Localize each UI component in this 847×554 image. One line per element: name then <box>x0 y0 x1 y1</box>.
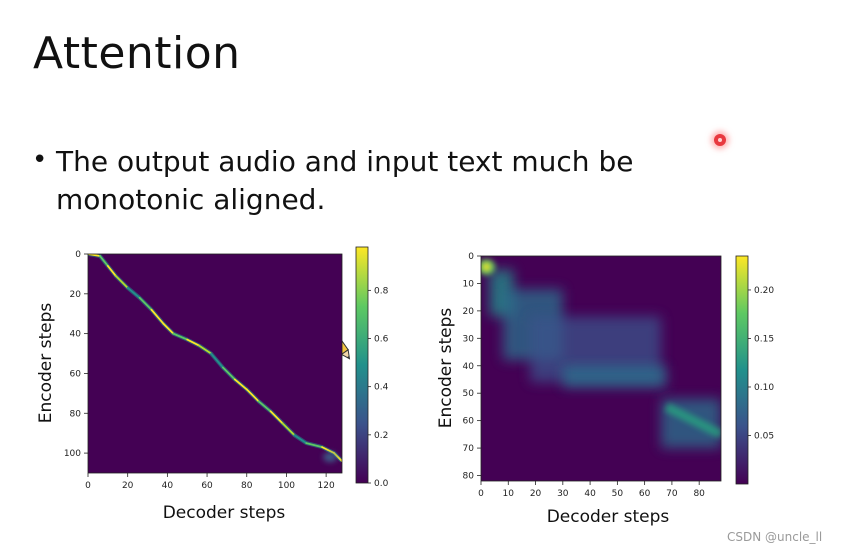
alignment-segment <box>99 255 109 267</box>
colorbar-tick-label: 0.6 <box>374 335 389 345</box>
bullet-symbol: • <box>32 145 48 175</box>
y-tick-label: 20 <box>70 290 82 300</box>
chart-left-attention-alignment: 0 20 40 60 80 100 120 0 20 40 60 80 100 0.0 0.2 0.4 0.6 0… <box>36 246 389 523</box>
chart-right-attention-diffuse: 0 10 20 30 40 50 60 70 80010203040506070800.050.… <box>436 252 774 527</box>
x-tick-label: 20 <box>122 481 134 491</box>
colorbar-tick-label: 0.4 <box>374 383 389 393</box>
x-tick-label: 80 <box>693 489 705 499</box>
heatmap-right-frame <box>480 255 722 482</box>
alignment-segment <box>245 388 260 403</box>
x-tick-label: 120 <box>318 481 335 491</box>
chart-right-ylabel: Encoder steps <box>436 308 456 429</box>
y-tick-label: 40 <box>70 330 82 340</box>
x-tick-label: 80 <box>241 481 253 491</box>
x-tick-label: 60 <box>201 481 213 491</box>
y-tick-label: 80 <box>463 472 475 482</box>
colorbar-tick-label: 0.0 <box>374 479 389 489</box>
heatmap-left-frame <box>87 253 343 474</box>
y-tick-label: 20 <box>463 307 475 317</box>
y-tick-label: 60 <box>463 417 475 427</box>
x-tick-label: 10 <box>503 489 515 499</box>
x-tick-label: 40 <box>584 489 596 499</box>
x-tick-label: 0 <box>478 489 484 499</box>
alignment-segment <box>222 366 236 381</box>
bullet-text: The output audio and input text much be … <box>56 143 676 219</box>
alignment-segment <box>269 410 284 425</box>
alignment-segment <box>172 332 189 341</box>
chart-left-ylabel: Encoder steps <box>36 303 56 424</box>
alignment-segment <box>186 338 201 347</box>
alignment-segment <box>114 275 129 289</box>
y-tick-label: 50 <box>463 389 475 399</box>
y-tick-label: 100 <box>64 449 81 459</box>
y-tick-label: 0 <box>75 250 81 260</box>
bullet-line-1: The output audio and input text much be <box>56 145 634 178</box>
slide-title: Attention <box>33 28 241 79</box>
bullet-line-2: monotonic aligned. <box>56 183 326 216</box>
laser-pointer-icon <box>714 134 726 146</box>
chart-right-xlabel: Decoder steps <box>547 507 670 527</box>
y-tick-label: 60 <box>70 369 82 379</box>
y-tick-label: 0 <box>468 252 474 262</box>
hotspot <box>482 262 491 271</box>
y-tick-label: 70 <box>463 444 475 454</box>
x-tick-label: 40 <box>162 481 174 491</box>
alignment-segment <box>150 308 165 325</box>
colorbar-tick-label: 0.05 <box>754 431 774 441</box>
x-tick-label: 0 <box>85 481 91 491</box>
colorbar-left <box>355 246 369 484</box>
colorbar-tick-label: 0.20 <box>754 286 774 296</box>
chart-left-xlabel: Decoder steps <box>163 503 286 523</box>
y-tick-label: 80 <box>70 409 82 419</box>
alignment-segment <box>233 378 248 391</box>
colorbar-right <box>735 255 749 485</box>
alignment-segment <box>162 322 175 335</box>
alignment-segment <box>293 434 308 445</box>
alignment-segment <box>198 344 212 355</box>
alignment-segment <box>126 286 141 299</box>
x-tick-label: 70 <box>666 489 678 499</box>
y-tick-label: 30 <box>463 334 475 344</box>
heatmap-right-cells <box>481 258 721 449</box>
y-tick-label: 40 <box>463 362 475 372</box>
x-tick-label: 30 <box>557 489 569 499</box>
x-tick-label: 60 <box>639 489 651 499</box>
alignment-end-spread <box>323 452 338 463</box>
x-tick-label: 20 <box>530 489 542 499</box>
colorbar-tick-label: 0.15 <box>754 334 774 344</box>
alignment-segment <box>281 422 296 437</box>
attention-tail <box>664 402 721 439</box>
x-tick-label: 50 <box>612 489 624 499</box>
alignment-segment <box>257 400 272 413</box>
colorbar-tick-label: 0.10 <box>754 383 774 393</box>
watermark: CSDN @uncle_ll <box>727 530 823 544</box>
colorbar-tick-label: 0.2 <box>374 431 388 441</box>
heatmap-left-cells <box>88 254 342 463</box>
alignment-segment <box>210 352 224 369</box>
alignment-segment <box>106 265 117 277</box>
alignment-segment <box>321 446 335 454</box>
colorbar-tick-label: 0.8 <box>374 286 389 296</box>
x-tick-label: 100 <box>278 481 295 491</box>
alignment-segment <box>305 442 324 449</box>
alignment-segment <box>138 296 153 311</box>
y-tick-label: 10 <box>463 279 475 289</box>
